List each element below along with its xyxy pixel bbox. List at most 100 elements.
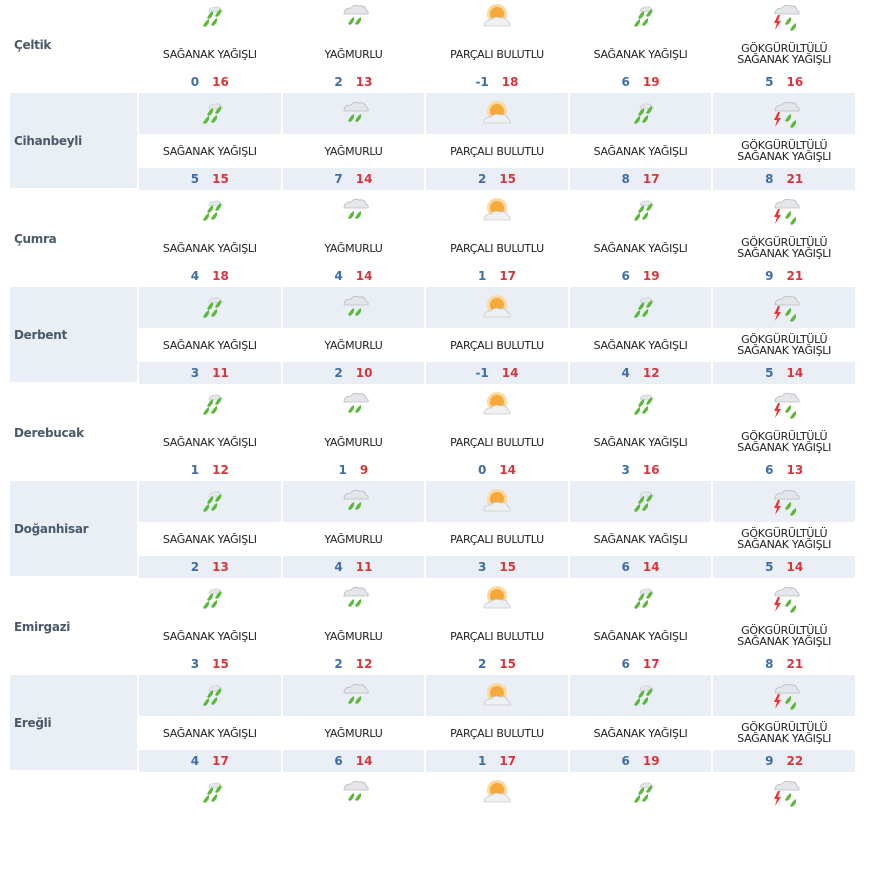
condition-label: GÖKGÜRÜLTÜLÜ SAĞANAK YAĞIŞLI bbox=[737, 333, 832, 357]
partly-cloudy-sun-icon bbox=[426, 578, 568, 619]
min-temp: 4 bbox=[621, 366, 630, 380]
max-temp: 15 bbox=[499, 172, 517, 186]
temperatures: 0 16 bbox=[139, 71, 281, 93]
min-temp: -1 bbox=[475, 366, 489, 380]
thunderstorm-rain-icon bbox=[713, 481, 855, 522]
day-forecast-cell: SAĞANAK YAĞIŞLI 3 11 bbox=[137, 287, 281, 384]
min-temp: 6 bbox=[334, 754, 343, 768]
min-temp: 0 bbox=[190, 75, 200, 89]
heavy-rain-icon bbox=[570, 190, 712, 231]
min-temp: 1 bbox=[477, 269, 487, 283]
day-forecast-cell: PARÇALI BULUTLU -1 18 bbox=[424, 0, 568, 93]
max-temp: 19 bbox=[642, 269, 660, 283]
heavy-rain-icon bbox=[139, 384, 281, 425]
partly-cloudy-sun-icon bbox=[426, 384, 568, 425]
day-forecast-cell: SAĞANAK YAĞIŞLI 5 15 bbox=[137, 93, 281, 190]
condition-label: SAĞANAK YAĞIŞLI bbox=[593, 532, 688, 546]
day-forecast-cell: PARÇALI BULUTLU 1 17 bbox=[424, 675, 568, 772]
partly-cloudy-sun-icon bbox=[426, 772, 568, 813]
city-name[interactable]: Çumra bbox=[14, 231, 57, 246]
temperatures: 1 12 bbox=[139, 459, 281, 481]
temperatures: -1 14 bbox=[426, 362, 568, 384]
min-temp: 3 bbox=[190, 657, 200, 671]
min-temp: 2 bbox=[477, 657, 487, 671]
min-temp: 1 bbox=[477, 754, 487, 768]
temperatures: -1 18 bbox=[426, 71, 568, 93]
max-temp: 13 bbox=[355, 75, 373, 89]
day-forecast-cell: GÖKGÜRÜLTÜLÜ SAĞANAK YAĞIŞLI 5 16 bbox=[711, 0, 855, 93]
max-temp: 11 bbox=[212, 366, 229, 380]
max-temp: 14 bbox=[355, 269, 373, 283]
temperatures: 3 15 bbox=[139, 653, 281, 675]
max-temp: 13 bbox=[212, 560, 229, 574]
heavy-rain-icon bbox=[569, 287, 712, 328]
rain-cloud-icon bbox=[282, 93, 425, 134]
city-name[interactable]: Çeltik bbox=[14, 37, 52, 52]
rain-cloud-icon bbox=[282, 675, 425, 716]
max-temp: 14 bbox=[355, 754, 373, 768]
temperatures: 6 13 bbox=[713, 459, 855, 481]
min-temp: 3 bbox=[621, 463, 630, 477]
heavy-rain-icon bbox=[139, 578, 281, 619]
condition-label: SAĞANAK YAĞIŞLI bbox=[593, 726, 688, 740]
partly-cloudy-sun-icon bbox=[426, 190, 568, 231]
partly-cloudy-sun-icon bbox=[426, 287, 568, 328]
heavy-rain-icon bbox=[570, 578, 712, 619]
min-temp: 3 bbox=[190, 366, 200, 380]
min-temp: 0 bbox=[477, 463, 487, 477]
heavy-rain-icon bbox=[569, 93, 712, 134]
city-name[interactable]: Ereğli bbox=[10, 675, 137, 772]
min-temp: 4 bbox=[334, 269, 343, 283]
day-forecast-cell: PARÇALI BULUTLU 0 14 bbox=[424, 384, 568, 481]
city-row: Doğanhisar SAĞANAK YAĞIŞLI 2 13 YAĞMURLU 4 11 P… bbox=[10, 481, 855, 578]
condition-label: GÖKGÜRÜLTÜLÜ SAĞANAK YAĞIŞLI bbox=[737, 624, 832, 648]
city-name[interactable]: Cihanbeyli bbox=[10, 93, 137, 190]
day-forecast-cell: PARÇALI BULUTLU 2 15 bbox=[424, 578, 568, 675]
thunderstorm-rain-icon bbox=[713, 384, 855, 425]
temperatures: 4 17 bbox=[139, 750, 281, 772]
max-temp: 14 bbox=[786, 366, 804, 380]
max-temp: 15 bbox=[499, 657, 517, 671]
condition-label: GÖKGÜRÜLTÜLÜ SAĞANAK YAĞIŞLI bbox=[737, 721, 832, 745]
max-temp: 17 bbox=[499, 754, 517, 768]
min-temp: 2 bbox=[334, 657, 343, 671]
condition-label: SAĞANAK YAĞIŞLI bbox=[593, 47, 688, 61]
day-forecast-cell: YAĞMURLU 4 14 bbox=[280, 190, 425, 287]
city-name[interactable]: Emirgazi bbox=[14, 619, 71, 634]
min-temp: 5 bbox=[190, 172, 200, 186]
city-name[interactable]: Derebucak bbox=[14, 425, 84, 440]
condition-label: PARÇALI BULUTLU bbox=[450, 338, 544, 352]
max-temp: 19 bbox=[642, 754, 660, 768]
condition-label: SAĞANAK YAĞIŞLI bbox=[593, 241, 688, 255]
rain-cloud-icon bbox=[282, 287, 425, 328]
city-name[interactable]: Doğanhisar bbox=[10, 481, 137, 578]
rain-cloud-icon bbox=[283, 384, 425, 425]
day-forecast-cell: PARÇALI BULUTLU 1 17 bbox=[424, 190, 568, 287]
condition-label: PARÇALI BULUTLU bbox=[450, 144, 544, 158]
city-row: Emirgazi SAĞANAK YAĞIŞLI 3 15 YAĞMURLU 2 12 PAR… bbox=[10, 578, 855, 675]
condition-label: SAĞANAK YAĞIŞLI bbox=[162, 144, 257, 158]
condition-label: PARÇALI BULUTLU bbox=[450, 47, 544, 61]
heavy-rain-icon bbox=[569, 481, 712, 522]
heavy-rain-icon bbox=[139, 190, 281, 231]
city-name[interactable]: Derbent bbox=[10, 287, 137, 384]
max-temp: 21 bbox=[786, 172, 804, 186]
min-temp: 8 bbox=[621, 172, 630, 186]
min-temp: 6 bbox=[765, 463, 774, 477]
heavy-rain-icon bbox=[570, 384, 712, 425]
temperatures: 6 19 bbox=[570, 265, 712, 287]
day-forecast-cell: GÖKGÜRÜLTÜLÜ SAĞANAK YAĞIŞLI 9 22 bbox=[711, 675, 855, 772]
heavy-rain-icon bbox=[139, 481, 281, 522]
day-forecast-cell: YAĞMURLU 1 9 bbox=[280, 384, 425, 481]
day-forecast-cell: YAĞMURLU 2 13 bbox=[280, 0, 425, 93]
temperatures: 4 12 bbox=[569, 362, 712, 384]
day-forecast-cell: YAĞMURLU 7 14 bbox=[280, 93, 425, 190]
max-temp: 11 bbox=[355, 560, 373, 574]
min-temp: 5 bbox=[765, 366, 774, 380]
temperatures: 7 14 bbox=[282, 168, 425, 190]
condition-label: YAĞMURLU bbox=[324, 435, 383, 449]
thunderstorm-rain-icon bbox=[713, 578, 855, 619]
condition-label: YAĞMURLU bbox=[324, 629, 383, 643]
temperatures: 5 16 bbox=[713, 71, 855, 93]
temperatures: 8 21 bbox=[713, 168, 855, 190]
